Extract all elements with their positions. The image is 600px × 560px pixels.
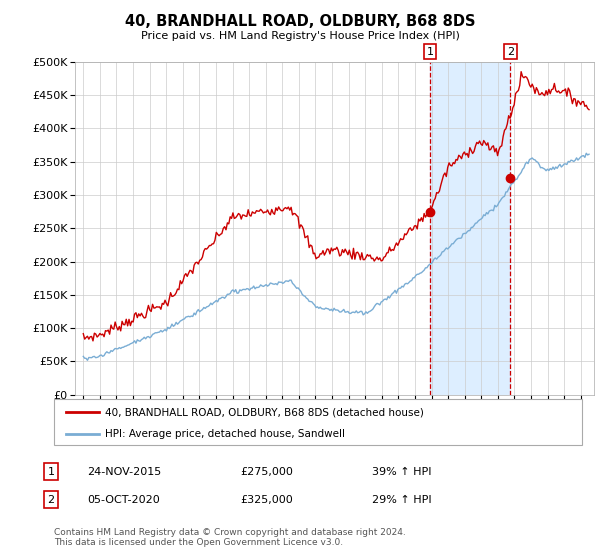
Text: 29% ↑ HPI: 29% ↑ HPI [372, 494, 431, 505]
Text: 1: 1 [427, 46, 433, 57]
Text: 2: 2 [47, 494, 55, 505]
Bar [430, 62, 510, 395]
Text: 40, BRANDHALL ROAD, OLDBURY, B68 8DS: 40, BRANDHALL ROAD, OLDBURY, B68 8DS [125, 14, 475, 29]
Text: 40, BRANDHALL ROAD, OLDBURY, B68 8DS (detached house): 40, BRANDHALL ROAD, OLDBURY, B68 8DS (de… [105, 407, 424, 417]
Text: Contains HM Land Registry data © Crown copyright and database right 2024.
This d: Contains HM Land Registry data © Crown c… [54, 528, 406, 547]
Text: Price paid vs. HM Land Registry's House Price Index (HPI): Price paid vs. HM Land Registry's House … [140, 31, 460, 41]
Text: 1: 1 [47, 466, 55, 477]
Text: 39% ↑ HPI: 39% ↑ HPI [372, 466, 431, 477]
Text: 05-OCT-2020: 05-OCT-2020 [87, 494, 160, 505]
Text: 2: 2 [507, 46, 514, 57]
Text: £275,000: £275,000 [240, 466, 293, 477]
Text: 24-NOV-2015: 24-NOV-2015 [87, 466, 161, 477]
Text: HPI: Average price, detached house, Sandwell: HPI: Average price, detached house, Sand… [105, 429, 345, 438]
Text: £325,000: £325,000 [240, 494, 293, 505]
